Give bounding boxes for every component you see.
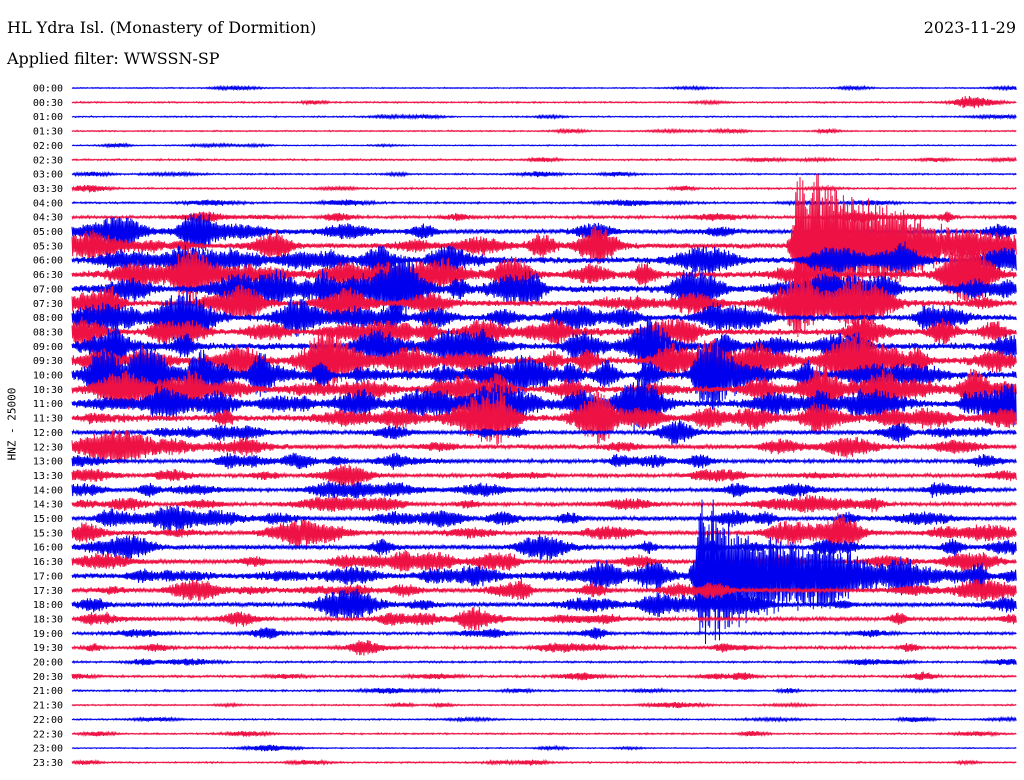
time-label: 00:00	[33, 84, 63, 95]
seismic-trace	[71, 499, 1017, 645]
seismic-trace	[71, 715, 1017, 723]
time-label: 07:30	[33, 299, 63, 310]
time-label: 20:30	[33, 672, 63, 683]
seismic-trace	[71, 327, 1017, 394]
time-label: 19:00	[33, 629, 63, 640]
time-label: 12:00	[33, 428, 63, 439]
seismic-trace	[71, 170, 1017, 178]
time-label: 08:00	[33, 313, 63, 324]
seismic-trace	[71, 174, 1017, 338]
seismic-trace	[71, 373, 1017, 432]
time-label: 18:00	[33, 600, 63, 611]
seismic-trace	[71, 730, 1017, 738]
time-label: 18:30	[33, 614, 63, 625]
seismic-trace	[71, 744, 1017, 752]
time-label: 00:30	[33, 98, 63, 109]
seismic-trace	[71, 419, 1017, 446]
time-label: 17:00	[33, 571, 63, 582]
seismic-trace	[71, 452, 1017, 470]
seismic-trace	[71, 550, 1017, 572]
time-label: 08:30	[33, 327, 63, 338]
time-label: 03:30	[33, 184, 63, 195]
time-label: 13:00	[33, 457, 63, 468]
time-label: 23:00	[33, 744, 63, 755]
seismic-trace	[71, 113, 1017, 121]
seismic-trace	[71, 606, 1017, 631]
time-label: 11:30	[33, 414, 63, 425]
time-label: 01:30	[33, 127, 63, 138]
seismic-trace	[71, 494, 1017, 514]
time-label: 05:00	[33, 227, 63, 238]
time-label: 21:00	[33, 686, 63, 697]
seismic-trace	[71, 578, 1017, 602]
seismic-trace	[71, 291, 1017, 344]
time-label: 13:30	[33, 471, 63, 482]
time-label: 03:00	[33, 170, 63, 181]
time-label: 20:00	[33, 658, 63, 669]
time-label: 14:30	[33, 500, 63, 511]
time-label: 06:30	[33, 270, 63, 281]
time-label: 23:30	[33, 758, 63, 769]
seismic-trace	[71, 142, 1017, 149]
time-label: 07:00	[33, 284, 63, 295]
seismic-trace	[71, 363, 1017, 414]
seismic-trace	[71, 687, 1017, 695]
time-label: 10:30	[33, 385, 63, 396]
seismic-trace	[71, 480, 1017, 499]
time-label: 09:30	[33, 356, 63, 367]
time-label: 15:30	[33, 528, 63, 539]
seismic-trace	[71, 512, 1017, 552]
seismic-trace	[71, 464, 1017, 488]
seismic-trace	[71, 505, 1017, 533]
seismic-trace	[71, 315, 1017, 376]
time-label: 15:00	[33, 514, 63, 525]
seismic-trace	[71, 316, 1017, 347]
station-title: HL Ydra Isl. (Monastery of Dormition)	[7, 18, 317, 37]
seismic-trace	[71, 758, 1017, 766]
filter-label: Applied filter: WWSSN-SP	[7, 49, 220, 68]
seismic-trace	[71, 588, 1017, 621]
time-label: 12:30	[33, 442, 63, 453]
time-label: 14:00	[33, 485, 63, 496]
date-label: 2023-11-29	[923, 18, 1016, 37]
seismic-trace	[71, 273, 1017, 334]
seismic-trace	[71, 671, 1017, 681]
time-label: 19:30	[33, 643, 63, 654]
time-label: 10:00	[33, 371, 63, 382]
time-label: 11:00	[33, 399, 63, 410]
seismic-trace	[71, 184, 1017, 193]
seismic-trace	[71, 701, 1017, 709]
seismic-trace	[71, 95, 1017, 109]
time-label: 04:00	[33, 198, 63, 209]
seismic-trace	[71, 534, 1017, 562]
seismic-trace	[71, 84, 1017, 92]
seismic-trace	[71, 627, 1017, 640]
time-label: 09:00	[33, 342, 63, 353]
seismic-trace	[71, 342, 1017, 411]
time-label: 02:00	[33, 141, 63, 152]
time-label: 02:30	[33, 155, 63, 166]
seismic-trace	[71, 241, 1017, 277]
time-label: 06:00	[33, 256, 63, 267]
seismic-trace	[71, 640, 1017, 656]
time-label: 22:30	[33, 729, 63, 740]
time-label: 04:30	[33, 213, 63, 224]
seismic-trace	[71, 389, 1017, 445]
seismic-trace	[71, 156, 1017, 164]
time-label: 21:30	[33, 701, 63, 712]
time-label: 17:30	[33, 586, 63, 597]
seismic-trace	[71, 658, 1017, 666]
time-label: 16:30	[33, 557, 63, 568]
time-label: 05:30	[33, 241, 63, 252]
seismic-trace	[71, 199, 1017, 207]
seismic-trace	[71, 127, 1017, 135]
time-label: 16:00	[33, 543, 63, 554]
seismic-trace	[71, 428, 1017, 465]
time-label: 22:00	[33, 715, 63, 726]
time-label: 01:00	[33, 112, 63, 123]
